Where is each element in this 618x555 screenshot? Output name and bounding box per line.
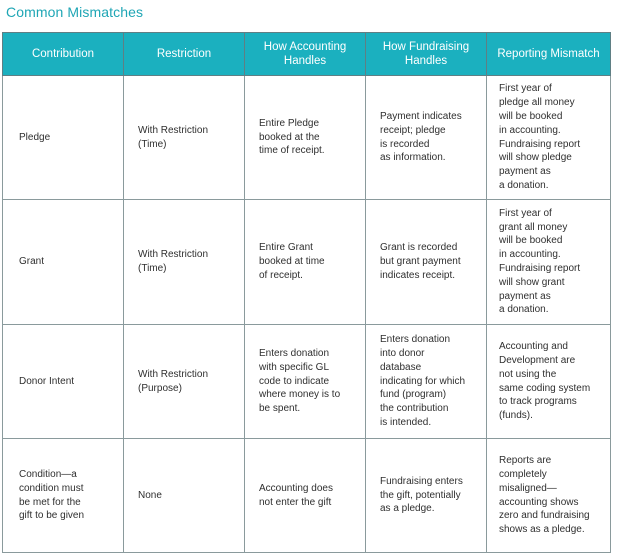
table-row: Pledge With Restriction (Time) Entire Pl… [2, 75, 611, 200]
cell-contribution: Pledge [2, 75, 124, 200]
cell-accounting: Entire Grant booked at time of receipt. [244, 199, 366, 325]
cell-restriction: With Restriction (Time) [123, 199, 245, 325]
cell-contribution: Condition—a condition must be met for th… [2, 438, 124, 553]
cell-fundraising: Enters donation into donor database indi… [365, 324, 487, 439]
cell-accounting: Enters donation with specific GL code to… [244, 324, 366, 439]
cell-restriction: With Restriction (Time) [123, 75, 245, 200]
table-header-row: Contribution Restriction How Accounting … [2, 32, 611, 76]
cell-contribution: Grant [2, 199, 124, 325]
cell-fundraising: Fundraising enters the gift, potentially… [365, 438, 487, 553]
header-restriction: Restriction [123, 32, 245, 76]
table-row: Condition—a condition must be met for th… [2, 438, 611, 553]
header-contribution: Contribution [2, 32, 124, 76]
header-fundraising: How Fundraising Handles [365, 32, 487, 76]
header-accounting: How Accounting Handles [244, 32, 366, 76]
cell-fundraising: Grant is recorded but grant payment indi… [365, 199, 487, 325]
cell-accounting: Entire Pledge booked at the time of rece… [244, 75, 366, 200]
cell-reporting-mismatch: First year of grant all money will be bo… [486, 199, 611, 325]
cell-restriction: None [123, 438, 245, 553]
cell-reporting-mismatch: First year of pledge all money will be b… [486, 75, 611, 200]
cell-contribution: Donor Intent [2, 324, 124, 439]
header-reporting-mismatch: Reporting Mismatch [486, 32, 611, 76]
cell-reporting-mismatch: Accounting and Development are not using… [486, 324, 611, 439]
cell-reporting-mismatch: Reports are completely misaligned— accou… [486, 438, 611, 553]
table-row: Grant With Restriction (Time) Entire Gra… [2, 199, 611, 325]
cell-fundraising: Payment indicates receipt; pledge is rec… [365, 75, 487, 200]
cell-restriction: With Restriction (Purpose) [123, 324, 245, 439]
table-row: Donor Intent With Restriction (Purpose) … [2, 324, 611, 439]
page-title: Common Mismatches [6, 4, 144, 20]
cell-accounting: Accounting does not enter the gift [244, 438, 366, 553]
mismatch-table: Contribution Restriction How Accounting … [2, 32, 611, 553]
